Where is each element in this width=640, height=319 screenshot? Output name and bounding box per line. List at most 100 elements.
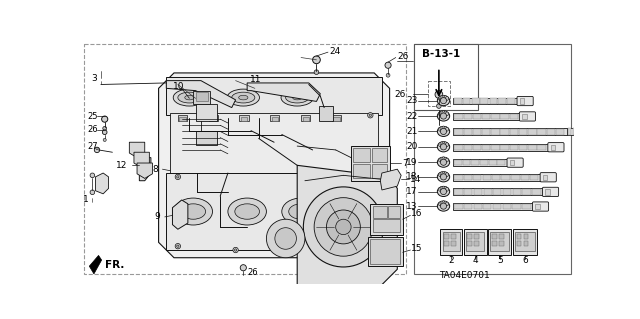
Bar: [319, 106, 333, 122]
Bar: [509, 160, 515, 165]
Circle shape: [369, 114, 371, 116]
Bar: [503, 204, 511, 209]
Ellipse shape: [181, 204, 205, 219]
Bar: [84, 44, 406, 274]
Ellipse shape: [438, 97, 442, 100]
Circle shape: [360, 174, 365, 180]
Bar: [193, 91, 210, 105]
Ellipse shape: [442, 111, 445, 115]
Bar: [474, 234, 479, 239]
Bar: [501, 174, 509, 180]
Bar: [535, 204, 540, 209]
Circle shape: [385, 62, 391, 68]
Bar: [545, 189, 550, 195]
Bar: [454, 114, 463, 119]
Bar: [463, 189, 472, 195]
Bar: [466, 232, 484, 251]
Text: 14: 14: [410, 175, 422, 184]
Circle shape: [96, 147, 98, 150]
FancyBboxPatch shape: [540, 173, 556, 182]
Circle shape: [90, 190, 95, 195]
Bar: [508, 98, 515, 104]
Ellipse shape: [445, 112, 449, 116]
Bar: [492, 129, 500, 135]
Bar: [513, 229, 538, 256]
Text: 26: 26: [397, 52, 409, 61]
Ellipse shape: [437, 201, 450, 211]
Text: 4: 4: [472, 256, 478, 264]
Bar: [474, 204, 482, 209]
Bar: [428, 81, 450, 106]
Ellipse shape: [442, 126, 445, 130]
Ellipse shape: [444, 111, 447, 115]
Bar: [196, 104, 217, 121]
Text: 18: 18: [406, 172, 417, 182]
Ellipse shape: [445, 158, 449, 162]
Ellipse shape: [438, 202, 442, 206]
Bar: [454, 98, 462, 104]
Bar: [179, 117, 186, 121]
Polygon shape: [137, 163, 152, 178]
Ellipse shape: [444, 126, 447, 130]
Text: 24: 24: [330, 47, 340, 56]
Circle shape: [326, 210, 360, 244]
Bar: [452, 189, 543, 195]
Bar: [566, 128, 584, 135]
Bar: [444, 241, 449, 246]
Text: 12: 12: [116, 161, 127, 170]
Circle shape: [102, 130, 107, 135]
Bar: [239, 115, 249, 122]
Text: 26: 26: [88, 125, 99, 134]
Bar: [498, 98, 506, 104]
Circle shape: [440, 203, 447, 209]
Bar: [490, 98, 497, 104]
Bar: [473, 145, 481, 150]
Circle shape: [103, 138, 106, 141]
Bar: [454, 189, 463, 195]
Bar: [488, 229, 511, 256]
Bar: [500, 129, 509, 135]
Ellipse shape: [437, 142, 450, 152]
Bar: [209, 115, 218, 122]
Bar: [351, 146, 390, 181]
Text: 8: 8: [153, 165, 158, 174]
Bar: [538, 129, 546, 135]
Ellipse shape: [292, 95, 302, 100]
Ellipse shape: [444, 172, 447, 176]
Bar: [452, 144, 549, 151]
Bar: [492, 114, 500, 119]
Bar: [471, 160, 479, 165]
Text: 26: 26: [247, 268, 258, 277]
Bar: [573, 128, 576, 135]
Bar: [454, 174, 463, 180]
Circle shape: [312, 56, 320, 64]
Bar: [538, 145, 546, 150]
Text: 25: 25: [88, 112, 99, 121]
Bar: [519, 145, 527, 150]
Bar: [516, 234, 521, 239]
Ellipse shape: [174, 198, 212, 225]
Ellipse shape: [445, 173, 449, 177]
Bar: [463, 160, 470, 165]
Bar: [512, 204, 520, 209]
Circle shape: [90, 173, 95, 178]
Text: 17: 17: [406, 187, 417, 196]
Bar: [509, 145, 518, 150]
Bar: [388, 206, 399, 218]
Bar: [484, 189, 492, 195]
Bar: [493, 204, 501, 209]
Bar: [524, 234, 528, 239]
Bar: [452, 128, 566, 135]
Text: 7: 7: [403, 159, 408, 167]
Text: 5: 5: [497, 256, 502, 264]
Polygon shape: [140, 158, 151, 181]
Bar: [353, 164, 371, 178]
Ellipse shape: [445, 202, 449, 206]
Bar: [528, 129, 537, 135]
Bar: [509, 129, 518, 135]
Bar: [519, 129, 527, 135]
Ellipse shape: [438, 173, 442, 177]
Bar: [196, 131, 217, 145]
Bar: [463, 98, 470, 104]
Ellipse shape: [438, 112, 442, 116]
